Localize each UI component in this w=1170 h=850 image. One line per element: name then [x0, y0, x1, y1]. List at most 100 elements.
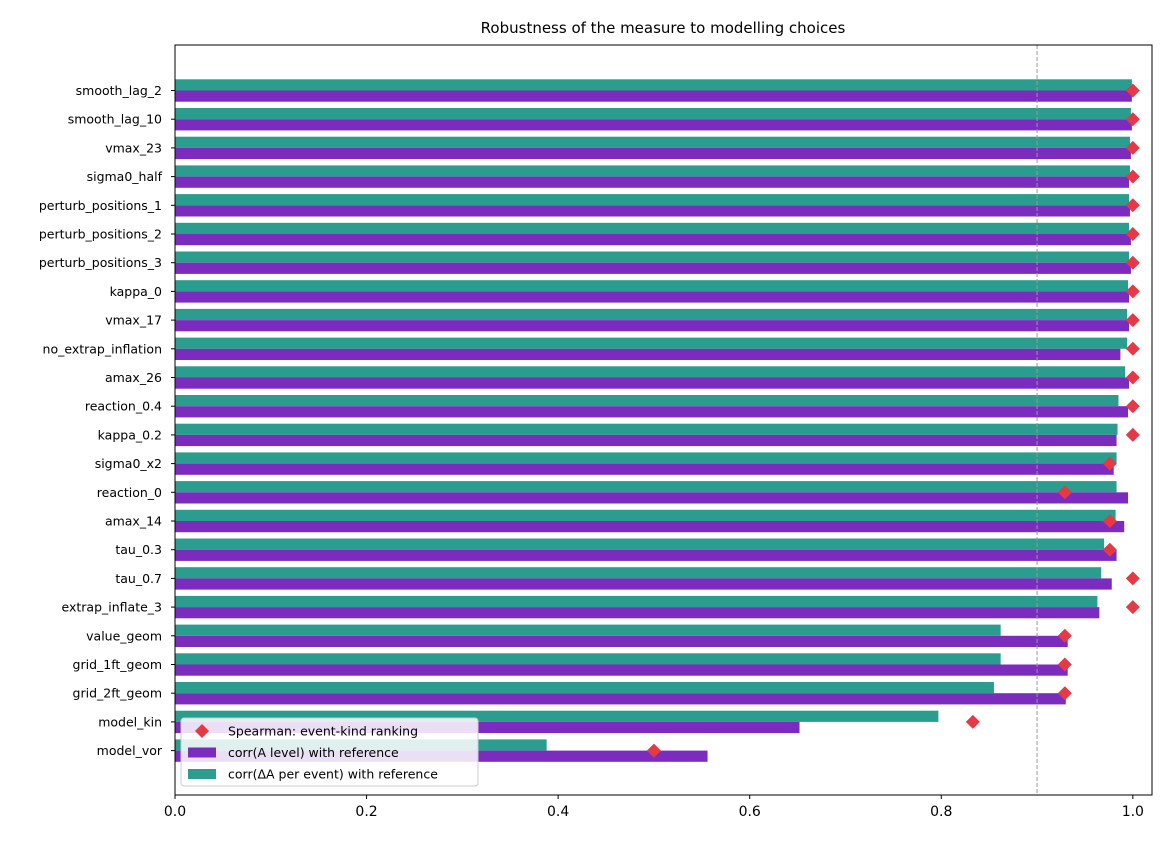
- bar-corr-delta-a-value_geom: [175, 624, 1001, 636]
- bar-corr-a-level-vmax_17: [175, 320, 1130, 332]
- bar-corr-a-level-smooth_lag_10: [175, 119, 1132, 131]
- marker-spearman-kappa_0.2: [1125, 427, 1140, 442]
- ytick-label: value_geom: [86, 628, 162, 643]
- ytick-label: sigma0_x2: [95, 456, 162, 471]
- ytick-label: model_kin: [98, 714, 162, 729]
- bar-corr-delta-a-vmax_17: [175, 308, 1128, 321]
- xtick-label: 1.0: [1122, 804, 1144, 820]
- legend-swatch-spearman: [195, 724, 209, 738]
- bar-corr-a-level-extrap_inflate_3: [175, 607, 1100, 619]
- marker-spearman-extrap_inflate_3: [1125, 600, 1140, 615]
- bar-corr-delta-a-vmax_23: [175, 136, 1130, 148]
- legend-swatch: [188, 747, 216, 758]
- marker-spearman-no_extrap_inflation: [1125, 341, 1140, 356]
- xtick-label: 0.6: [739, 804, 761, 820]
- bar-corr-delta-a-perturb_positions_3: [175, 251, 1130, 263]
- marker-spearman-grid_2ft_geom: [1057, 686, 1072, 701]
- bar-corr-a-level-tau_0.3: [175, 549, 1117, 561]
- bar-corr-delta-a-amax_14: [175, 509, 1116, 521]
- bar-corr-a-level-grid_2ft_geom: [175, 693, 1066, 705]
- chart-title: Robustness of the measure to modelling c…: [481, 19, 846, 37]
- bar-corr-a-level-model_kin: [175, 721, 800, 734]
- marker-spearman-vmax_23: [1125, 140, 1140, 155]
- marker-spearman-model_vor: [646, 743, 661, 758]
- ytick-label: smooth_lag_10: [68, 112, 162, 127]
- ytick-label: vmax_23: [105, 140, 162, 155]
- bar-corr-a-level-perturb_positions_1: [175, 205, 1130, 217]
- bar-corr-a-level-amax_14: [175, 521, 1125, 533]
- xtick-label: 0.8: [930, 804, 952, 820]
- marker-spearman-perturb_positions_3: [1125, 255, 1140, 270]
- ytick-label: sigma0_half: [87, 169, 163, 184]
- marker-spearman-sigma0_x2: [1102, 456, 1117, 471]
- marker-spearman-reaction_0.4: [1125, 399, 1140, 414]
- bar-corr-delta-a-model_kin: [175, 710, 939, 722]
- marker-spearman-value_geom: [1057, 628, 1072, 643]
- marker-spearman-tau_0.7: [1125, 571, 1140, 586]
- bar-corr-delta-a-reaction_0.4: [175, 395, 1119, 407]
- marker-spearman-smooth_lag_10: [1125, 112, 1140, 127]
- bar-corr-a-level-kappa_0: [175, 291, 1130, 303]
- ytick-label: amax_14: [105, 514, 162, 529]
- bar-corr-delta-a-amax_26: [175, 366, 1126, 378]
- ytick-label: grid_1ft_geom: [73, 657, 162, 672]
- marker-spearman-amax_14: [1102, 514, 1117, 528]
- bar-corr-a-level-amax_26: [175, 377, 1130, 389]
- bar-corr-delta-a-tau_0.3: [175, 538, 1105, 550]
- marker-spearman-model_kin: [965, 714, 980, 729]
- legend-label: Spearman: event-kind ranking: [228, 724, 418, 739]
- bar-corr-a-level-smooth_lag_2: [175, 90, 1132, 102]
- ytick-label: kappa_0: [110, 284, 162, 299]
- bar-corr-delta-a-extrap_inflate_3: [175, 595, 1098, 608]
- ytick-label: reaction_0: [97, 485, 162, 500]
- bar-corr-a-level-grid_1ft_geom: [175, 664, 1068, 676]
- bar-corr-a-level-kappa_0.2: [175, 434, 1117, 447]
- bar-corr-a-level-sigma0_x2: [175, 463, 1114, 475]
- ytick-label: perturb_positions_1: [39, 198, 162, 213]
- bar-corr-a-level-sigma0_half: [175, 176, 1130, 188]
- bar-corr-a-level-reaction_0: [175, 492, 1129, 504]
- bar-corr-delta-a-kappa_0: [175, 280, 1129, 292]
- marker-spearman-perturb_positions_1: [1125, 198, 1140, 213]
- ytick-label: kappa_0.2: [98, 427, 162, 442]
- bar-corr-a-level-reaction_0.4: [175, 406, 1129, 418]
- bar-corr-delta-a-tau_0.7: [175, 567, 1102, 579]
- bar-corr-delta-a-grid_2ft_geom: [175, 682, 994, 694]
- bar-corr-delta-a-perturb_positions_2: [175, 222, 1130, 234]
- xtick-label: 0.2: [355, 804, 377, 820]
- ytick-label: reaction_0.4: [85, 399, 162, 414]
- bar-corr-delta-a-grid_1ft_geom: [175, 653, 1001, 665]
- bar-corr-a-level-vmax_23: [175, 147, 1131, 160]
- bar-corr-a-level-perturb_positions_3: [175, 262, 1131, 274]
- marker-spearman-smooth_lag_2: [1125, 83, 1140, 98]
- marker-spearman-tau_0.3: [1102, 542, 1117, 557]
- ytick-label: tau_0.7: [115, 571, 162, 586]
- ytick-label: tau_0.3: [115, 542, 162, 557]
- marker-spearman-perturb_positions_2: [1125, 227, 1140, 241]
- legend-box: [180, 717, 479, 787]
- marker-spearman-grid_1ft_geom: [1057, 657, 1072, 672]
- ytick-label: vmax_17: [105, 313, 162, 328]
- ytick-label: perturb_positions_3: [39, 255, 162, 270]
- xtick-label: 0.0: [164, 804, 186, 820]
- bar-corr-delta-a-sigma0_half: [175, 165, 1130, 177]
- bar-corr-a-level-tau_0.7: [175, 578, 1112, 590]
- bar-corr-delta-a-kappa_0.2: [175, 423, 1118, 435]
- bar-corr-delta-a-smooth_lag_2: [175, 79, 1132, 91]
- marker-spearman-amax_26: [1125, 370, 1140, 385]
- bar-corr-a-level-no_extrap_inflation: [175, 348, 1121, 360]
- legend-label: corr(ΔA per event) with reference: [228, 767, 438, 782]
- marker-spearman-reaction_0: [1057, 485, 1072, 500]
- legend: Spearman: event-kind ranking corr(A level…: [180, 717, 479, 787]
- legend-swatch: [188, 769, 216, 779]
- ytick-label: amax_26: [105, 370, 162, 385]
- bar-corr-a-level-perturb_positions_2: [175, 234, 1131, 246]
- ytick-label: extrap_inflate_3: [62, 600, 162, 615]
- ytick-label: model_vor: [97, 743, 163, 758]
- bar-corr-delta-a-reaction_0: [175, 481, 1117, 493]
- plot-area: [174, 44, 1153, 796]
- bar-corr-a-level-value_geom: [175, 635, 1068, 647]
- marker-spearman-sigma0_half: [1125, 169, 1140, 184]
